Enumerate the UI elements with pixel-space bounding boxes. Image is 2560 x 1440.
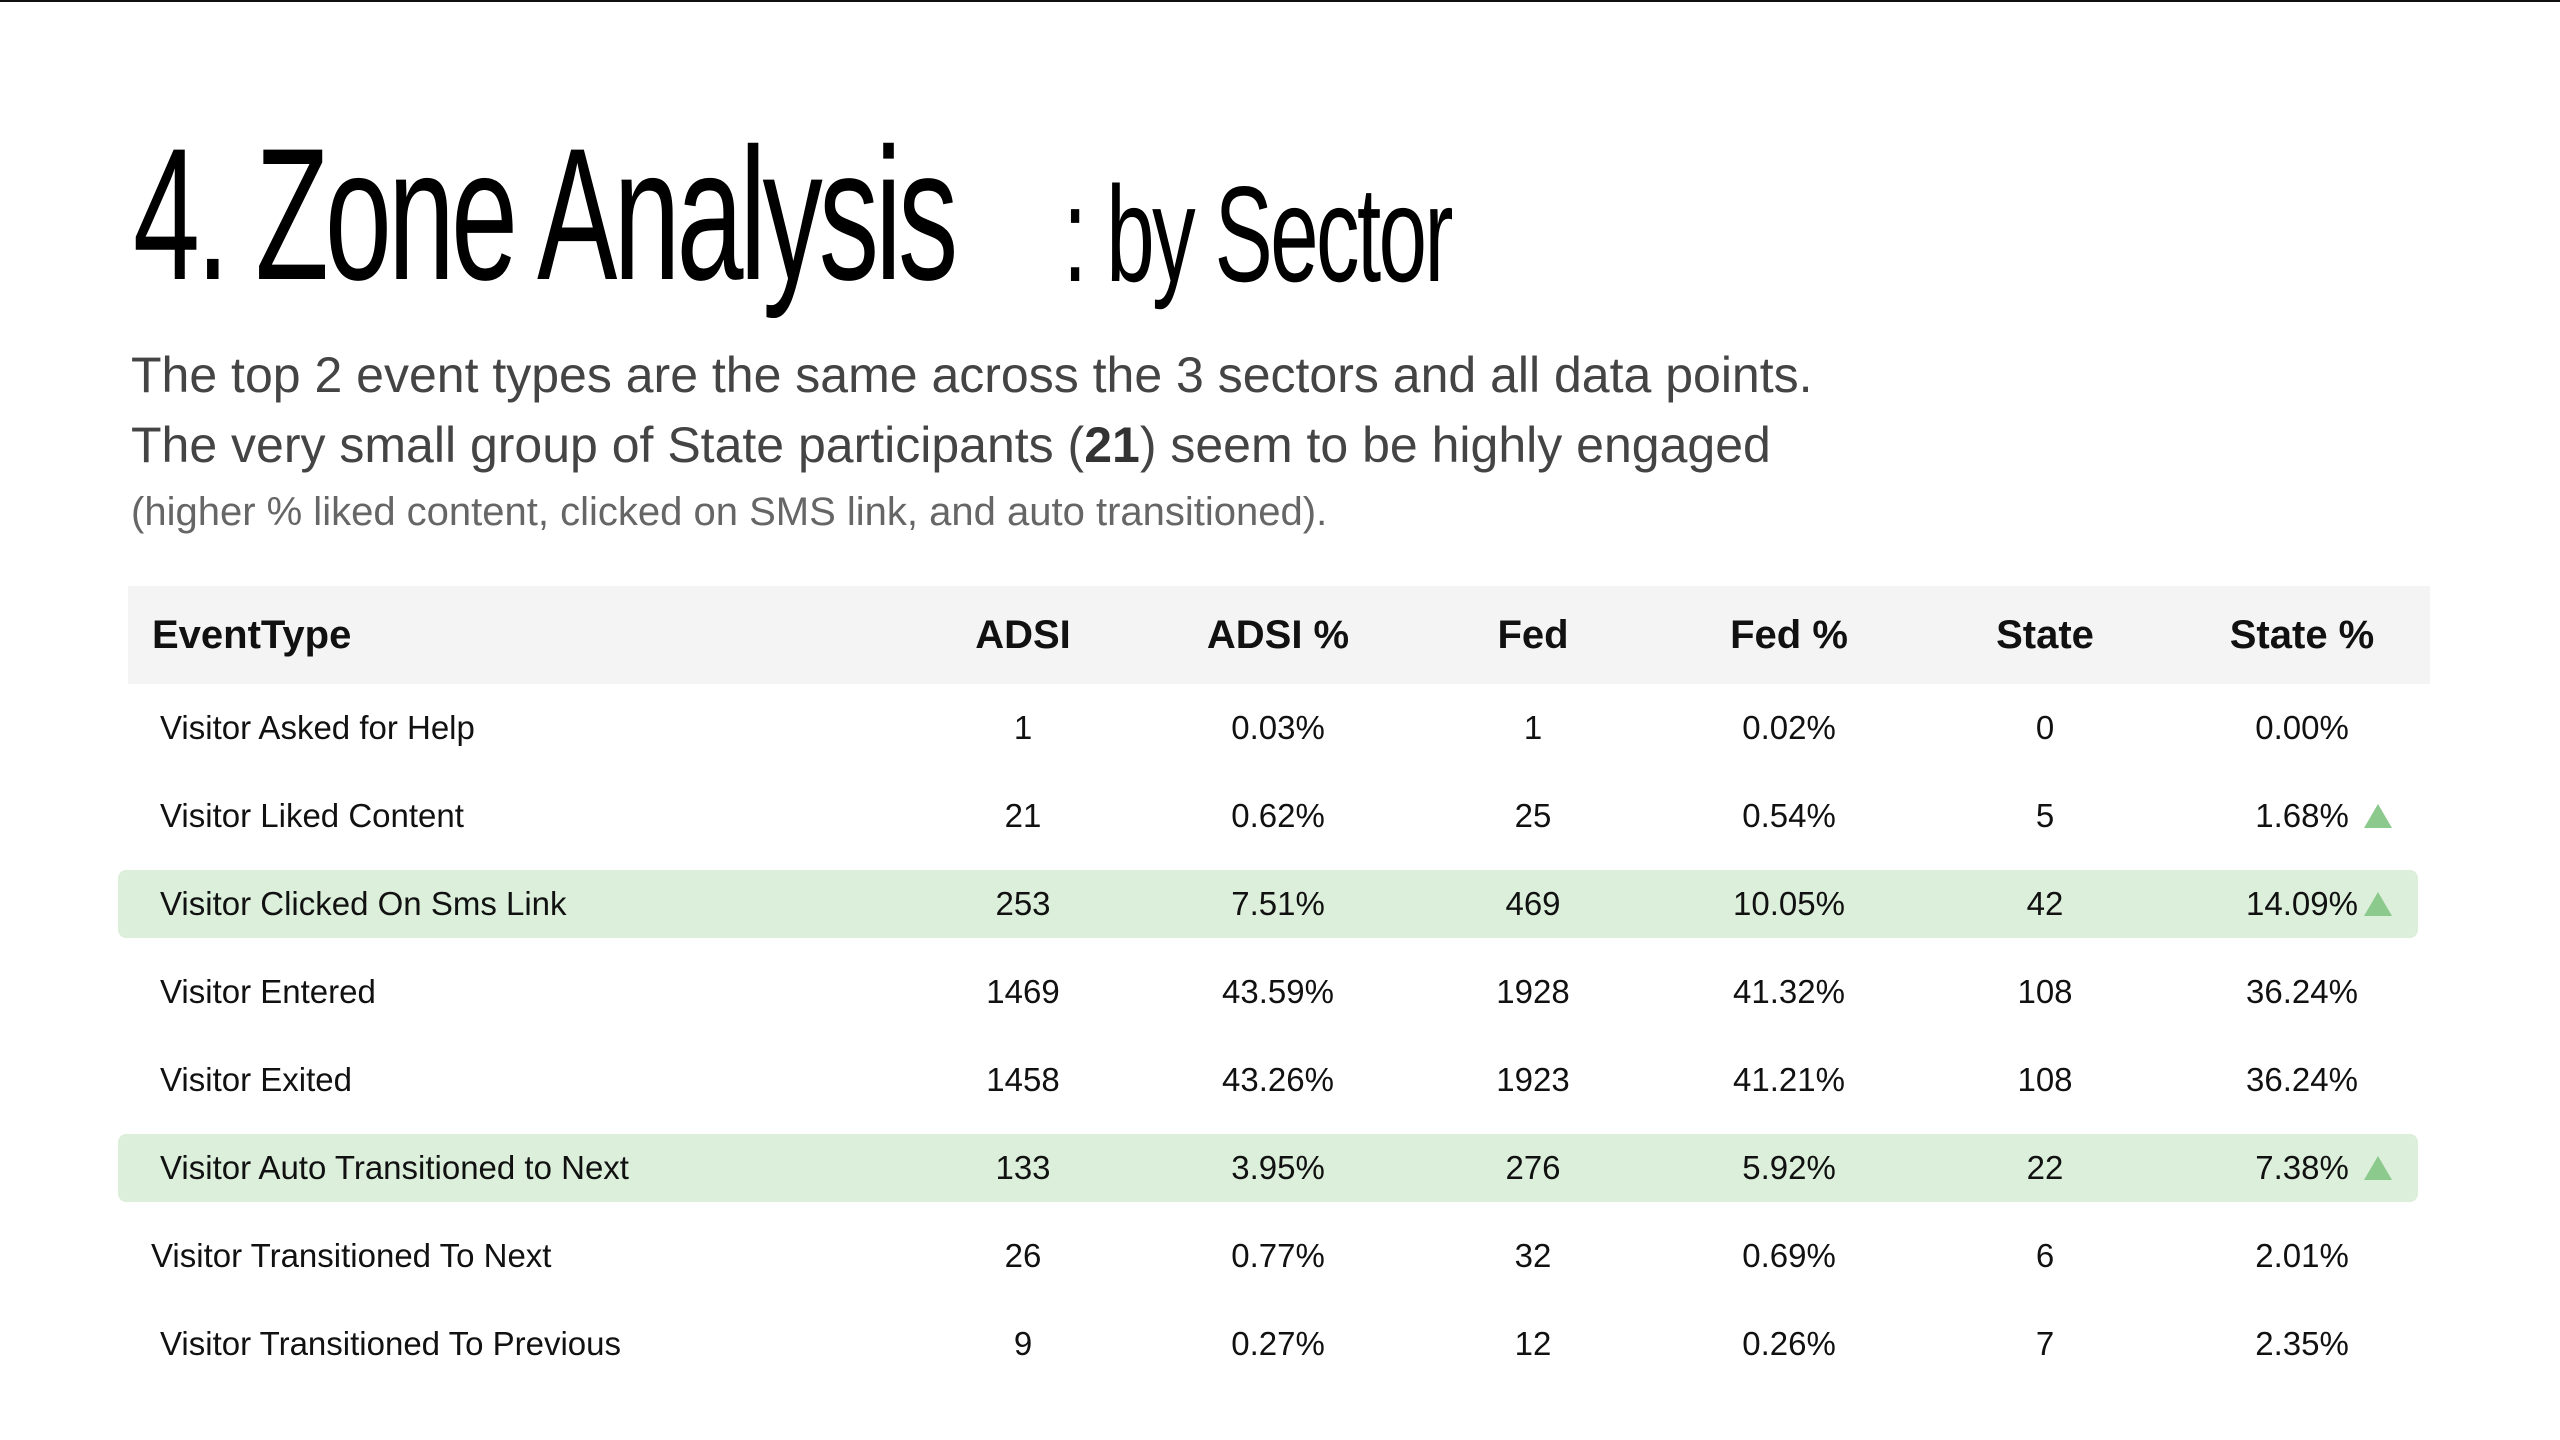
cell-fed: 25 — [1514, 797, 1552, 834]
cell-adsi: 1458 — [986, 1061, 1060, 1098]
cell-state-pct: 14.09% — [2246, 885, 2358, 922]
cell-eventtype: Visitor Asked for Help — [160, 709, 475, 746]
column-header-fed: Fed — [1497, 613, 1569, 657]
cell-state-pct: 2.01% — [2255, 1237, 2349, 1274]
cell-eventtype: Visitor Transitioned To Next — [151, 1237, 552, 1274]
cell-state: 22 — [2026, 1149, 2064, 1186]
description-line-2: The very small group of State participan… — [131, 410, 2131, 480]
column-header-adsi: ADSI — [975, 613, 1071, 657]
cell-adsi-pct: 0.62% — [1231, 797, 1325, 834]
title-main: 4. Zone Analysis — [133, 109, 958, 319]
cell-fed-pct: 41.21% — [1733, 1061, 1845, 1098]
event-table: EventType ADSI ADSI % Fed Fed % State St… — [118, 586, 2430, 1388]
cell-adsi: 1469 — [986, 973, 1060, 1010]
description: The top 2 event types are the same acros… — [131, 340, 2131, 540]
cell-adsi-pct: 0.03% — [1231, 709, 1325, 746]
cell-state: 108 — [2017, 1061, 2073, 1098]
cell-state-pct: 2.35% — [2255, 1325, 2349, 1362]
column-header-state: State — [1996, 613, 2094, 657]
column-header-fed-pct: Fed % — [1730, 613, 1848, 657]
table-row: Visitor Transitioned To Previous 9 0.27% 12… — [128, 1300, 2430, 1388]
description-line-2-end: ) seem to be highly engaged — [1139, 417, 1771, 473]
column-header-state-pct: State % — [2229, 613, 2375, 657]
cell-fed: 1923 — [1496, 1061, 1570, 1098]
cell-fed: 12 — [1514, 1325, 1552, 1362]
cell-eventtype: Visitor Exited — [160, 1061, 352, 1098]
cell-state: 5 — [2035, 797, 2055, 834]
cell-adsi-pct: 7.51% — [1231, 885, 1325, 922]
cell-fed: 276 — [1505, 1149, 1561, 1186]
cell-fed-pct: 0.69% — [1742, 1237, 1836, 1274]
description-line-1: The top 2 event types are the same acros… — [131, 347, 1813, 403]
column-header-eventtype: EventType — [152, 613, 352, 657]
table-body: Visitor Asked for Help 1 0.03% 1 0.02% 0 0.00%… — [118, 684, 2430, 1388]
triangle-up-icon — [2364, 804, 2392, 828]
cell-fed-pct: 41.32% — [1733, 973, 1845, 1010]
cell-state: 42 — [2026, 885, 2064, 922]
cell-eventtype: Visitor Clicked On Sms Link — [160, 885, 567, 922]
cell-adsi-pct: 0.77% — [1231, 1237, 1325, 1274]
cell-adsi: 253 — [995, 885, 1051, 922]
top-border — [0, 0, 2560, 2]
cell-fed-pct: 10.05% — [1733, 885, 1845, 922]
cell-state: 108 — [2017, 973, 2073, 1010]
cell-state: 7 — [2035, 1325, 2055, 1362]
cell-fed: 469 — [1505, 885, 1561, 922]
cell-eventtype: Visitor Liked Content — [160, 797, 464, 834]
cell-fed-pct: 0.26% — [1742, 1325, 1836, 1362]
cell-adsi-pct: 43.59% — [1222, 973, 1334, 1010]
cell-state: 6 — [2035, 1237, 2055, 1274]
cell-adsi-pct: 0.27% — [1231, 1325, 1325, 1362]
table-row: Visitor Exited 1458 43.26% 1923 41.21% 108 36.… — [128, 1036, 2430, 1124]
table-row: Visitor Transitioned To Next 26 0.77% 32 0.6… — [128, 1212, 2430, 1300]
cell-fed: 1928 — [1496, 973, 1570, 1010]
cell-state-pct: 0.00% — [2255, 709, 2349, 746]
cell-state-pct: 36.24% — [2246, 1061, 2358, 1098]
slide-title: 4. Zone Analysis : by Sector — [133, 118, 1733, 308]
cell-state: 0 — [2035, 709, 2055, 746]
cell-state-pct: 36.24% — [2246, 973, 2358, 1010]
cell-adsi-pct: 3.95% — [1231, 1149, 1325, 1186]
table-header: EventType ADSI ADSI % Fed Fed % State St… — [128, 586, 2430, 684]
cell-state-pct: 1.68% — [2255, 797, 2349, 834]
cell-eventtype: Visitor Entered — [160, 973, 376, 1010]
state-participant-count: 21 — [1084, 417, 1140, 473]
description-line-2-start: The very small group of State participan… — [131, 417, 1085, 473]
table-row-highlighted: Visitor Auto Transitioned to Next 133 3.95… — [118, 1124, 2430, 1212]
cell-adsi-pct: 43.26% — [1222, 1061, 1334, 1098]
cell-eventtype: Visitor Auto Transitioned to Next — [160, 1149, 629, 1186]
table-row: Visitor Entered 1469 43.59% 1928 41.32% 108 36… — [128, 948, 2430, 1036]
cell-fed: 1 — [1523, 709, 1543, 746]
cell-adsi: 21 — [1004, 797, 1042, 834]
description-note: (higher % liked content, clicked on SMS … — [131, 490, 1328, 534]
table-row-highlighted: Visitor Clicked On Sms Link 253 7.51% 469 10… — [118, 860, 2430, 948]
cell-adsi: 1 — [1013, 709, 1033, 746]
cell-fed-pct: 5.92% — [1742, 1149, 1836, 1186]
cell-fed-pct: 0.54% — [1742, 797, 1836, 834]
title-subtitle: : by Sector — [1063, 158, 1453, 310]
table-row: Visitor Asked for Help 1 0.03% 1 0.02% 0 0.00% — [128, 684, 2430, 772]
cell-eventtype: Visitor Transitioned To Previous — [160, 1325, 622, 1362]
cell-adsi: 133 — [995, 1149, 1051, 1186]
cell-adsi: 9 — [1013, 1325, 1033, 1362]
triangle-up-icon — [2364, 892, 2392, 916]
cell-state-pct: 7.38% — [2255, 1149, 2349, 1186]
table-row: Visitor Liked Content 21 0.62% 25 0.54% 5 1.68… — [128, 772, 2430, 860]
cell-fed-pct: 0.02% — [1742, 709, 1836, 746]
cell-adsi: 26 — [1004, 1237, 1042, 1274]
cell-fed: 32 — [1514, 1237, 1552, 1274]
column-header-adsi-pct: ADSI % — [1206, 613, 1350, 657]
triangle-up-icon — [2364, 1156, 2392, 1180]
